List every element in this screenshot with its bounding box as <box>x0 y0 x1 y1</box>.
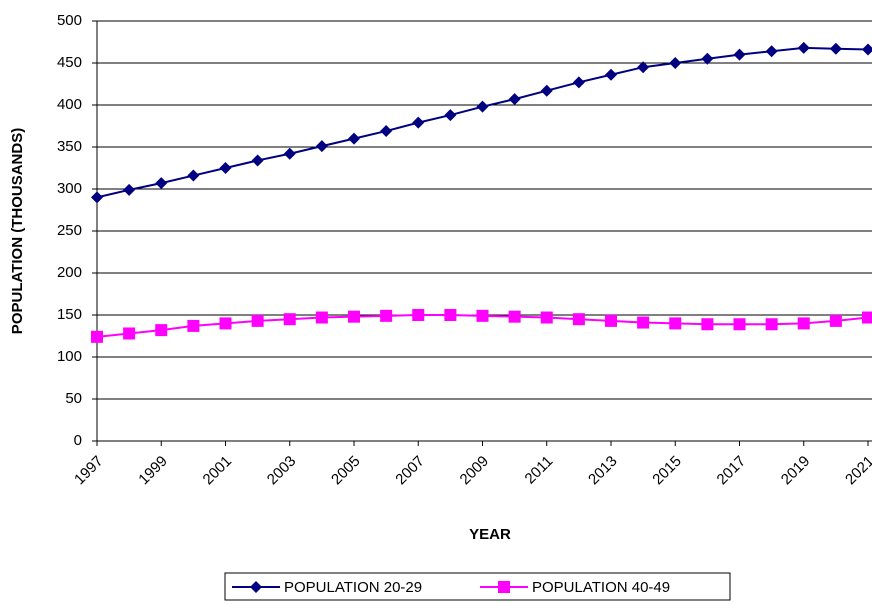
data-point <box>540 311 553 324</box>
y-tick-label: 400 <box>57 96 82 113</box>
x-tick-label: 2013 <box>585 453 621 489</box>
data-point <box>572 76 585 89</box>
data-point <box>797 41 810 54</box>
data-point <box>829 314 842 327</box>
data-point <box>508 310 521 323</box>
data-point <box>219 317 232 330</box>
x-tick-label: 1999 <box>135 453 171 489</box>
data-point <box>476 100 489 113</box>
data-point <box>412 309 425 321</box>
data-point <box>765 45 778 58</box>
data-point <box>733 48 746 61</box>
data-point <box>91 191 103 204</box>
data-point <box>283 147 296 160</box>
y-tick-label: 0 <box>74 432 82 449</box>
data-point <box>444 309 457 321</box>
data-point <box>219 162 232 174</box>
data-point <box>315 311 328 324</box>
data-point <box>123 183 136 196</box>
data-point <box>412 116 425 129</box>
x-tick-label: 2007 <box>392 453 428 489</box>
x-tick-label: 2011 <box>522 453 557 488</box>
data-point <box>605 314 617 327</box>
legend-marker <box>250 581 262 593</box>
data-point <box>380 309 393 322</box>
legend-label: POPULATION 20-29 <box>284 579 422 596</box>
data-point <box>733 318 746 331</box>
legend-marker <box>498 581 510 593</box>
data-point <box>283 313 296 326</box>
data-point <box>765 318 778 331</box>
data-point <box>637 61 650 74</box>
y-tick-label: 450 <box>57 54 82 71</box>
data-point <box>669 57 682 69</box>
x-tick-label: 2003 <box>264 453 300 489</box>
y-tick-label: 300 <box>57 180 82 197</box>
data-point <box>251 314 264 327</box>
data-point <box>155 177 168 190</box>
data-point <box>829 42 842 55</box>
data-point <box>123 327 136 340</box>
y-tick-label: 150 <box>57 306 82 323</box>
data-point <box>797 317 810 330</box>
data-point <box>862 311 872 324</box>
x-axis-label: YEAR <box>469 526 511 543</box>
x-tick-label: 2019 <box>778 453 814 489</box>
data-point <box>348 132 360 145</box>
data-point <box>572 313 585 326</box>
x-tick-label: 2017 <box>714 453 750 489</box>
data-point <box>348 310 360 323</box>
data-point <box>862 43 872 56</box>
y-tick-label: 50 <box>65 390 82 407</box>
data-point <box>91 330 103 343</box>
y-tick-label: 100 <box>57 348 82 365</box>
data-point <box>508 93 521 106</box>
y-tick-label: 350 <box>57 138 82 155</box>
data-point <box>669 317 682 330</box>
data-point <box>540 84 553 97</box>
data-point <box>380 125 393 138</box>
x-tick-label: 2001 <box>200 453 236 489</box>
y-axis-label: POPULATION (THOUSANDS) <box>9 128 26 334</box>
data-point <box>315 140 328 153</box>
data-point <box>187 319 200 332</box>
data-point <box>155 324 168 337</box>
data-point <box>605 68 617 81</box>
x-tick-label: 2009 <box>457 453 493 489</box>
series-line <box>96 46 869 199</box>
data-point <box>187 169 200 182</box>
y-tick-label: 200 <box>57 264 82 281</box>
legend-label: POPULATION 40-49 <box>532 579 670 596</box>
data-point <box>637 316 650 329</box>
x-tick-label: 2005 <box>328 453 364 489</box>
data-point <box>701 318 714 331</box>
x-tick-label: 1997 <box>71 453 107 489</box>
legend-box <box>224 572 731 601</box>
data-point <box>444 109 457 122</box>
y-tick-label: 500 <box>57 12 82 29</box>
y-tick-label: 250 <box>57 222 82 239</box>
x-tick-label: 2021 <box>842 453 872 489</box>
data-point <box>701 52 714 65</box>
data-point <box>251 154 264 167</box>
data-point <box>476 309 489 322</box>
x-tick-label: 2015 <box>649 453 685 489</box>
